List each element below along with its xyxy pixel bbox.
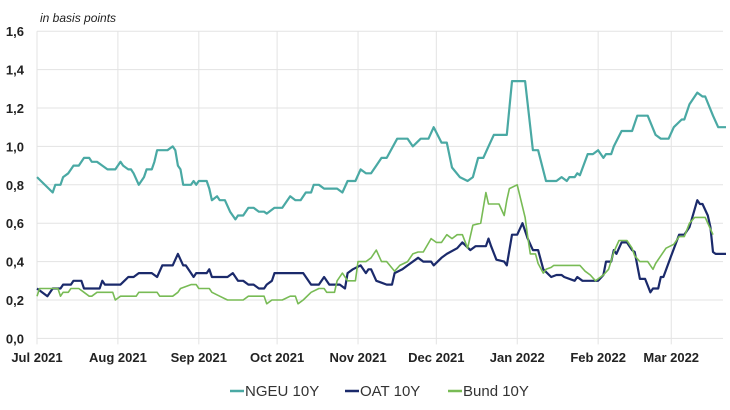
legend-item: NGEU 10Y — [230, 383, 319, 400]
legend-item: Bund 10Y — [448, 383, 529, 400]
series-line-ngeu-10y — [36, 79, 726, 221]
y-tick-label: 1,6 — [6, 24, 24, 39]
y-tick-label: 0,0 — [6, 331, 24, 346]
series-line-bund-10y — [36, 184, 714, 305]
y-tick-label: 1,0 — [6, 139, 24, 154]
y-axis: 0,0 0,2 0,4 0,6 0,8 1,0 1,2 1,4 1,6 — [6, 24, 25, 346]
y-tick-label: 1,4 — [6, 63, 25, 78]
x-tick-label: Jul 2021 — [11, 350, 62, 365]
x-tick-label: Sep 2021 — [171, 350, 227, 365]
x-tick-label: Feb 2022 — [570, 350, 626, 365]
x-tick-label: Mar 2022 — [643, 350, 699, 365]
y-tick-label: 0,8 — [6, 178, 24, 193]
series-line-oat-10y — [36, 199, 726, 298]
x-tick-label: Oct 2021 — [250, 350, 304, 365]
legend-label: NGEU 10Y — [245, 383, 319, 400]
y-tick-label: 0,4 — [6, 255, 25, 270]
legend-item: OAT 10Y — [345, 383, 420, 400]
legend-label: Bund 10Y — [463, 383, 529, 400]
unit-label: in basis points — [40, 11, 116, 25]
x-axis: Jul 2021 Aug 2021 Sep 2021 Oct 2021 Nov 2021… — [11, 350, 699, 365]
legend: NGEU 10Y OAT 10Y Bund 10Y — [230, 383, 529, 400]
series-lines — [36, 79, 726, 305]
legend-label: OAT 10Y — [360, 383, 420, 400]
x-tick-label: Aug 2021 — [89, 350, 147, 365]
y-tick-label: 1,2 — [6, 101, 24, 116]
x-tick-label: Dec 2021 — [408, 350, 464, 365]
y-tick-label: 0,6 — [6, 216, 24, 231]
x-tick-label: Nov 2021 — [329, 350, 386, 365]
x-tick-label: Jan 2022 — [490, 350, 545, 365]
gridlines — [36, 30, 723, 345]
y-tick-label: 0,2 — [6, 293, 24, 308]
